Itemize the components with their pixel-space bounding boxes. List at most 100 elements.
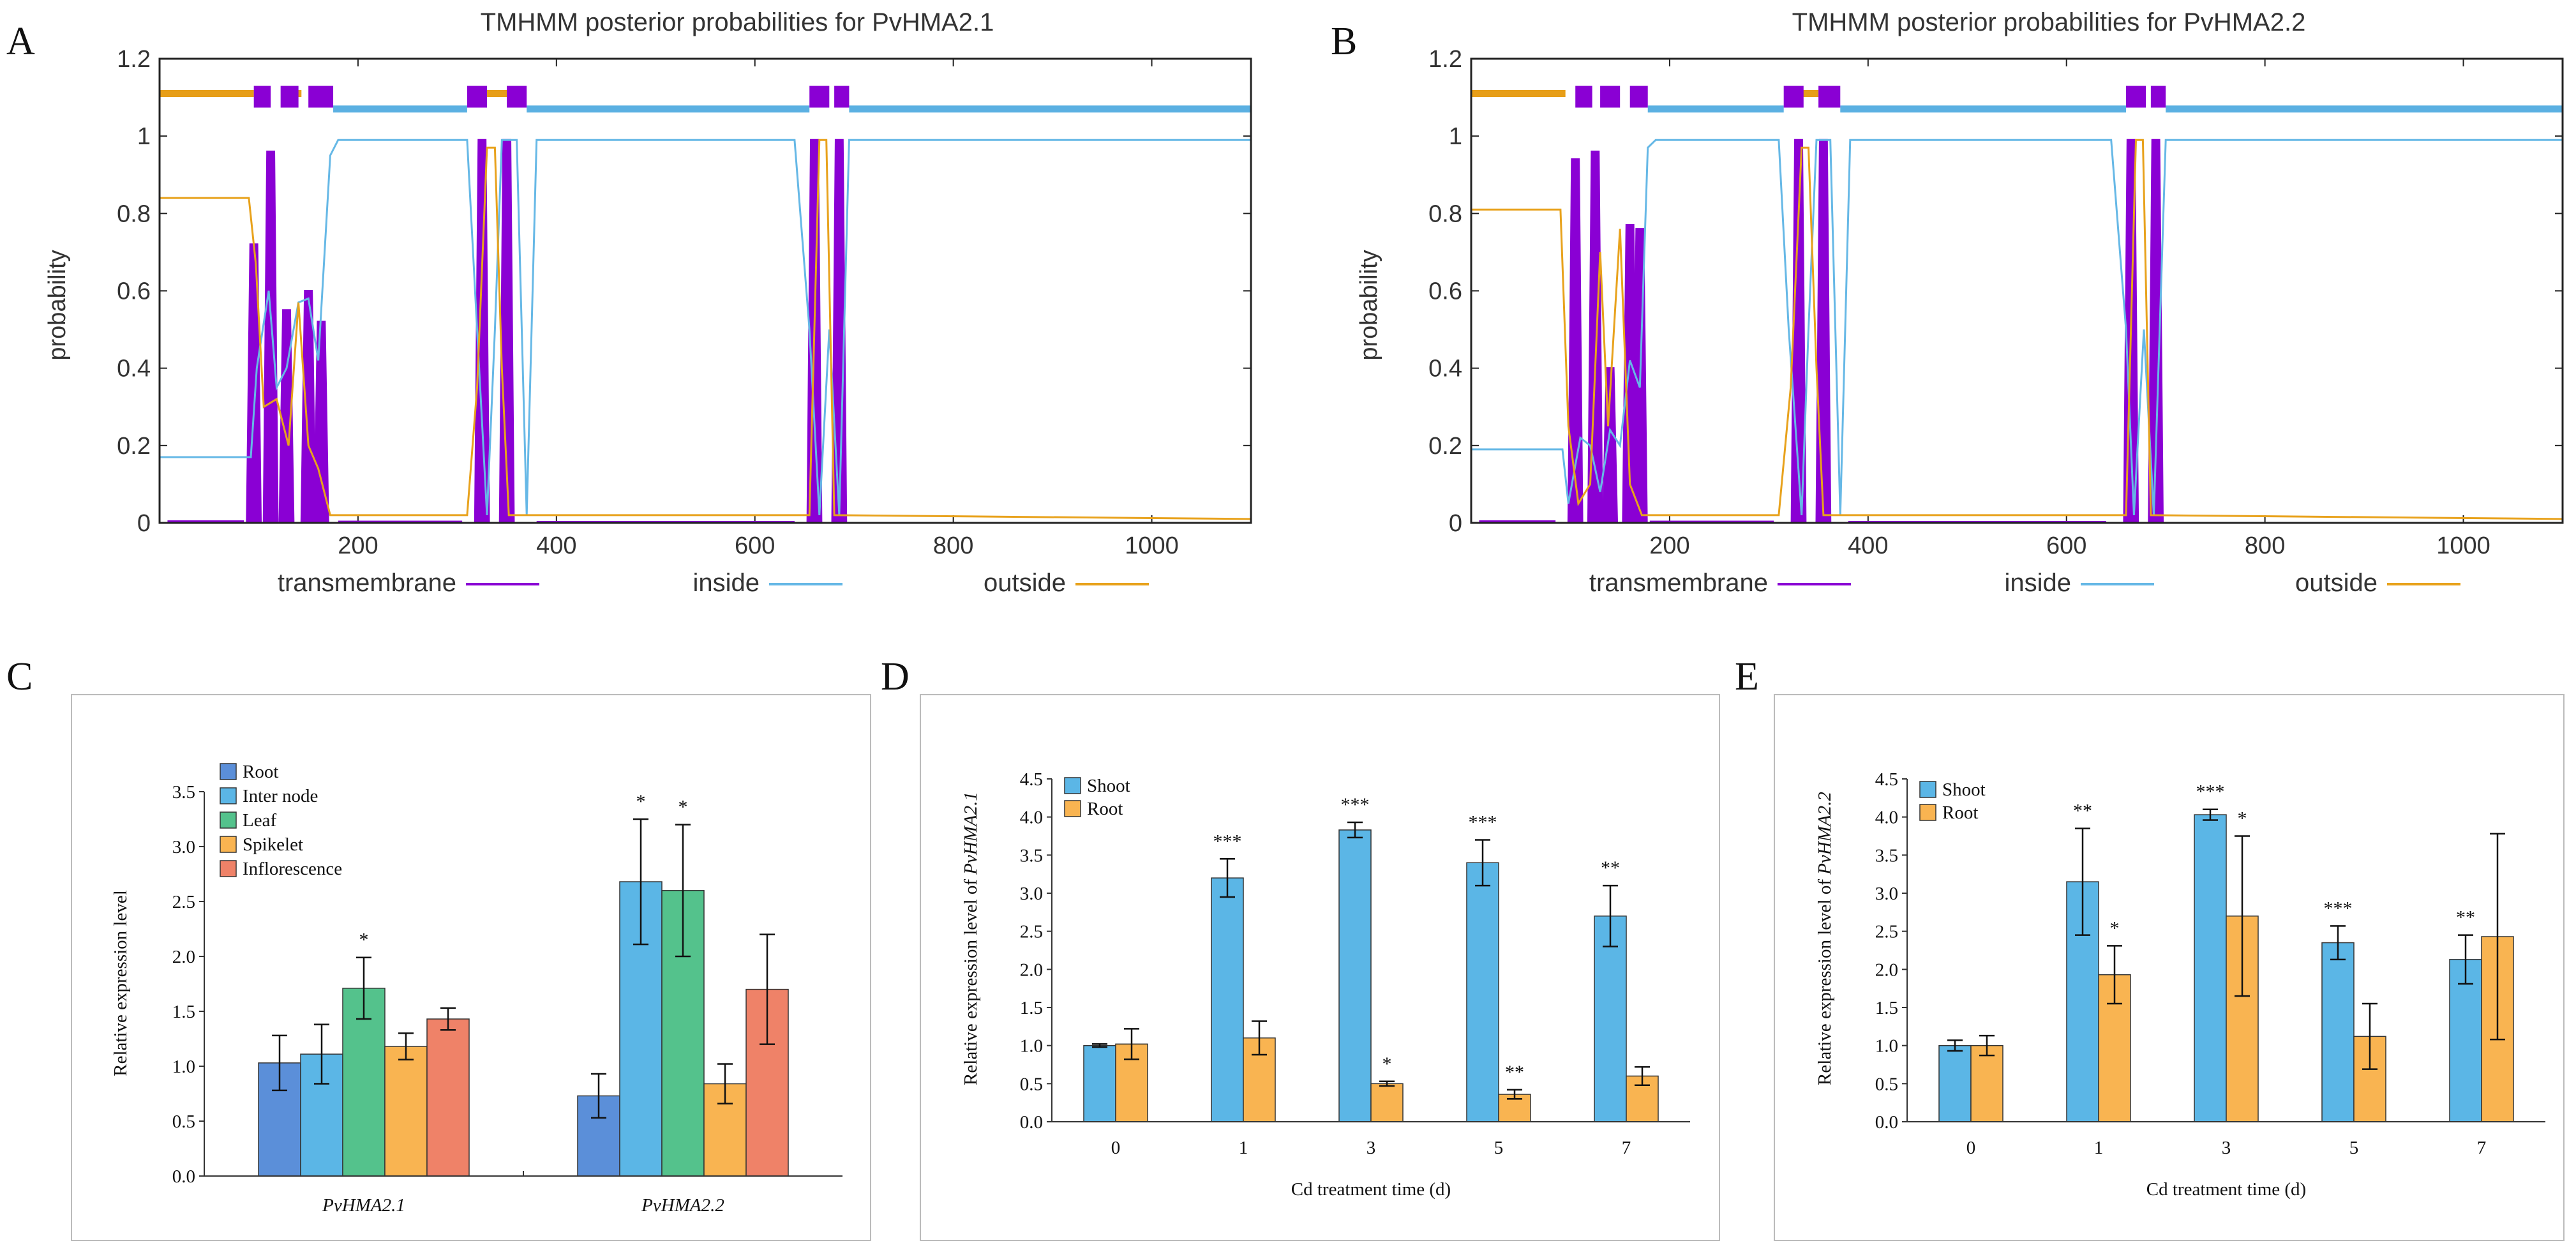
- legend-root-label: Root: [243, 762, 278, 782]
- legend-spikelet-swatch: [220, 836, 237, 853]
- panel-e-y-ticks: 0.0 0.5 1.0 1.5 2.0 2.5 3.0 3.5 4.0 4.5: [1875, 769, 1907, 1133]
- legend-transmembrane-label: transmembrane: [1589, 569, 1768, 597]
- legend-shoot-label: Shoot: [1942, 780, 1986, 800]
- topology-transmembrane-segment: [1818, 86, 1841, 108]
- y-tick-label: 2.0: [1875, 960, 1898, 980]
- x-tick-label: 600: [735, 532, 775, 559]
- panel-e-xlabel: Cd treatment time (d): [2146, 1179, 2306, 1200]
- y-tick-label: 0.0: [1020, 1112, 1043, 1133]
- y-tick-label: 0: [137, 510, 151, 537]
- panel-c-ylabel: Relative expression level: [110, 890, 131, 1076]
- panel-d-y-ticks: 0.0 0.5 1.0 1.5 2.0 2.5 3.0 3.5 4.0 4.5: [1020, 769, 1052, 1133]
- topology-transmembrane-segment: [2150, 86, 2166, 108]
- topology-transmembrane-segment: [280, 86, 299, 108]
- outside-probability-line: [1471, 139, 2563, 520]
- y-tick-label: 0.0: [172, 1166, 195, 1187]
- panel-e-x-category-labels: 0 1 3 5 7: [1966, 1138, 2487, 1158]
- y-tick-label: 0: [1449, 510, 1462, 537]
- transmembrane-peak: [246, 243, 262, 524]
- bar: [1970, 1045, 2003, 1122]
- y-tick-label: 3.0: [1020, 884, 1043, 904]
- y-tick-label: 0.4: [1428, 356, 1462, 382]
- bar: [1338, 829, 1372, 1122]
- y-tick-label: 2.5: [1020, 922, 1043, 942]
- x-tick-label: 1000: [2436, 532, 2490, 559]
- y-tick-label: 1.5: [1020, 998, 1043, 1018]
- legend-root-swatch: [1064, 800, 1081, 817]
- inside-probability-line: [1471, 139, 2563, 516]
- y-tick-label: 3.5: [172, 782, 195, 803]
- panel-c-y-ticks: 0.0 0.5 1.0 1.5 2.0 2.5 3.0 3.5: [172, 782, 204, 1187]
- significance-marker: *: [2238, 808, 2247, 829]
- panel-a-tmhmm-plot: TMHMM posterior probabilities for PvHMA2…: [44, 8, 1252, 597]
- y-tick-label: 1: [1449, 123, 1462, 150]
- significance-marker: **: [1505, 1062, 1524, 1083]
- y-tick-label: 0.5: [172, 1112, 195, 1132]
- x-tick-label: 200: [338, 532, 378, 559]
- y-tick-label: 3.5: [1020, 845, 1043, 866]
- panel-letter-d: D: [881, 655, 910, 698]
- panel-a-title: TMHMM posterior probabilities for PvHMA2…: [481, 8, 994, 36]
- y-tick-label: 4.0: [1020, 808, 1043, 828]
- x-tick-label: 200: [1649, 532, 1689, 559]
- topology-transmembrane-segment: [308, 86, 334, 108]
- panel-letter-b: B: [1331, 20, 1357, 63]
- significance-marker: ***: [1341, 794, 1370, 815]
- legend-root-label: Root: [1087, 799, 1123, 819]
- significance-marker: **: [2456, 907, 2475, 928]
- y-tick-label: 0.4: [117, 356, 151, 382]
- y-tick-label: 1.2: [1428, 46, 1462, 73]
- bar: [2321, 942, 2355, 1122]
- bar: [1938, 1045, 1972, 1122]
- bar: [2449, 959, 2482, 1122]
- y-tick-label: 0.5: [1020, 1074, 1043, 1094]
- significance-marker: ***: [1213, 831, 1242, 852]
- topology-transmembrane-segment: [507, 86, 527, 108]
- significance-marker: ***: [2324, 898, 2353, 919]
- bar: [2194, 814, 2227, 1122]
- panel-b-plot-area: [1471, 86, 2563, 524]
- panel-c-category-label: PvHMA2.2: [641, 1195, 724, 1216]
- panel-e-legend: Shoot Root: [1919, 780, 1986, 823]
- bar: [1083, 1045, 1116, 1122]
- topology-transmembrane-segment: [809, 86, 830, 108]
- x-category-label: 7: [2477, 1138, 2487, 1158]
- y-tick-label: 4.5: [1020, 769, 1043, 790]
- legend-root-label: Root: [1942, 803, 1978, 823]
- panel-a-ylabel: probability: [44, 250, 71, 360]
- legend-shoot-swatch: [1919, 781, 1936, 798]
- panel-e-bars: ********** **: [1938, 781, 2514, 1122]
- significance-marker: **: [2073, 801, 2092, 822]
- panel-a-x-ticks: 200 400 600 800 1000: [338, 59, 1179, 559]
- panel-b-tmhmm-plot: TMHMM posterior probabilities for PvHMA2…: [1356, 8, 2564, 597]
- legend-inter-node-swatch: [220, 787, 237, 804]
- y-tick-label: 0.5: [1875, 1074, 1898, 1094]
- topology-transmembrane-segment: [1575, 86, 1592, 108]
- legend-inside-label: inside: [693, 569, 760, 597]
- y-tick-label: 2.5: [172, 892, 195, 912]
- topology-transmembrane-segment: [467, 86, 487, 108]
- y-tick-label: 1.2: [117, 46, 151, 73]
- significance-marker: *: [2110, 917, 2120, 939]
- significance-marker: ***: [2196, 781, 2225, 803]
- legend-inter-node-label: Inter node: [243, 786, 318, 806]
- panel-e-cd-time-course-hma22: Relative expression level of PvHMA2.2 0.…: [1774, 694, 2565, 1241]
- x-tick-label: 800: [933, 532, 973, 559]
- inside-probability-line: [160, 139, 1251, 515]
- transmembrane-peak: [262, 150, 279, 524]
- panel-c-category-label: PvHMA2.1: [322, 1195, 405, 1216]
- legend-inside-label: inside: [2004, 569, 2071, 597]
- panel-e-ylabel-gene: PvHMA2.2: [1815, 792, 1835, 875]
- y-tick-label: 0.2: [117, 433, 151, 460]
- significance-marker: ***: [1469, 811, 1497, 833]
- x-category-label: 1: [1239, 1138, 1248, 1158]
- panel-d-ylabel-prefix: Relative expression level of: [961, 875, 981, 1085]
- x-category-label: 3: [2222, 1138, 2231, 1158]
- legend-root-swatch: [220, 763, 237, 780]
- panel-letter-a: A: [6, 20, 35, 63]
- y-tick-label: 0.2: [1428, 433, 1462, 460]
- y-tick-label: 0.0: [1875, 1112, 1898, 1133]
- y-tick-label: 0.8: [1428, 200, 1462, 227]
- significance-marker: *: [1382, 1053, 1392, 1075]
- panel-letter-e: E: [1735, 655, 1759, 698]
